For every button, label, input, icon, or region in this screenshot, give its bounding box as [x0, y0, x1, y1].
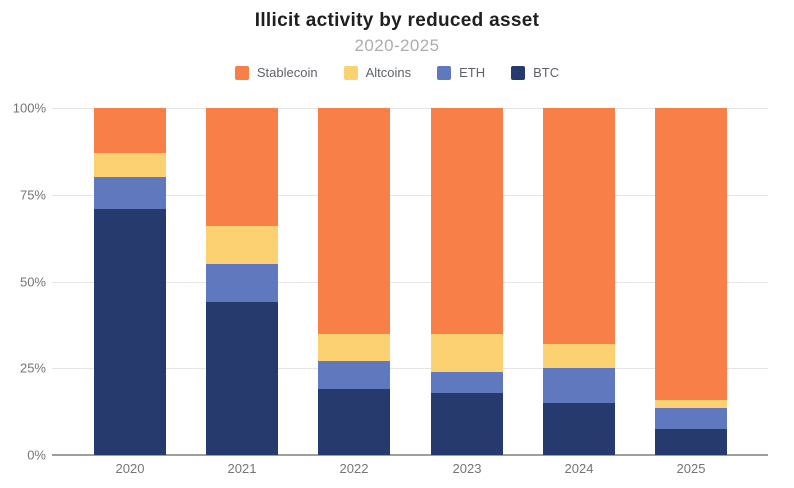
bar-2025[interactable] — [655, 108, 727, 455]
bar-2024[interactable] — [543, 108, 615, 455]
segment-altcoins-2025[interactable] — [655, 399, 727, 409]
segment-stablecoin-2020[interactable] — [94, 108, 166, 154]
gridline-75% — [52, 194, 768, 196]
segment-btc-2022[interactable] — [318, 389, 390, 455]
segment-stablecoin-2022[interactable] — [318, 107, 390, 334]
x-tick-label-2022: 2022 — [339, 461, 369, 476]
legend-item-stablecoin[interactable]: Stablecoin — [234, 65, 318, 80]
bar-2022[interactable] — [318, 107, 390, 455]
gridline-25% — [52, 368, 768, 370]
segment-eth-2020[interactable] — [94, 177, 166, 209]
legend-label: ETH — [459, 65, 486, 80]
x-tick-label-2020: 2020 — [115, 461, 145, 476]
chart-subtitle: 2020-2025 — [354, 36, 440, 55]
segment-stablecoin-2023[interactable] — [431, 108, 503, 334]
segment-altcoins-2020[interactable] — [94, 153, 166, 178]
x-axis-line — [52, 454, 768, 456]
x-tick-label-2023: 2023 — [452, 461, 482, 476]
legend-swatch-btc — [511, 65, 526, 80]
segment-altcoins-2021[interactable] — [206, 225, 278, 265]
segment-stablecoin-2024[interactable] — [543, 108, 615, 345]
legend-swatch-eth — [437, 65, 452, 80]
segment-eth-2025[interactable] — [655, 408, 727, 429]
legend-item-btc[interactable]: BTC — [511, 65, 559, 80]
segment-altcoins-2024[interactable] — [543, 344, 615, 369]
legend-label: Altcoins — [365, 65, 412, 80]
gridline-50% — [52, 281, 768, 283]
legend-swatch-stablecoin — [234, 65, 249, 80]
legend-item-eth[interactable]: ETH — [437, 65, 485, 80]
segment-eth-2022[interactable] — [318, 361, 390, 390]
legend-label: Stablecoin — [256, 65, 318, 80]
segment-stablecoin-2025[interactable] — [655, 108, 727, 400]
legend-label: BTC — [533, 65, 560, 80]
legend-item-altcoins[interactable]: Altcoins — [343, 65, 412, 80]
y-tick-label: 25% — [19, 360, 46, 376]
x-tick-label-2021: 2021 — [227, 461, 257, 476]
segment-eth-2021[interactable] — [206, 264, 278, 303]
y-tick-label: 100% — [12, 100, 46, 116]
chart-title: Illicit activity by reduced asset — [254, 10, 540, 31]
gridline-100% — [52, 108, 768, 109]
legend-swatch-altcoins — [343, 65, 358, 80]
segment-stablecoin-2021[interactable] — [206, 107, 278, 226]
segment-altcoins-2022[interactable] — [318, 333, 390, 362]
y-tick-label: 50% — [19, 274, 46, 289]
bar-2021[interactable] — [206, 107, 278, 455]
segment-btc-2024[interactable] — [543, 403, 615, 455]
legend: Stablecoin Altcoins ETH BTC — [0, 65, 794, 80]
x-tick-label-2025: 2025 — [676, 461, 706, 476]
segment-btc-2023[interactable] — [431, 392, 503, 455]
bar-2023[interactable] — [431, 108, 503, 455]
x-tick-label-2024: 2024 — [564, 461, 594, 476]
y-tick-label: 75% — [19, 187, 46, 203]
segment-btc-2020[interactable] — [94, 208, 166, 455]
segment-btc-2021[interactable] — [206, 302, 278, 455]
segment-btc-2025[interactable] — [655, 429, 727, 455]
segment-eth-2023[interactable] — [431, 371, 503, 393]
segment-eth-2024[interactable] — [543, 368, 615, 403]
y-tick-label: 0% — [27, 447, 46, 463]
segment-altcoins-2023[interactable] — [431, 333, 503, 372]
bar-2020[interactable] — [94, 108, 166, 455]
